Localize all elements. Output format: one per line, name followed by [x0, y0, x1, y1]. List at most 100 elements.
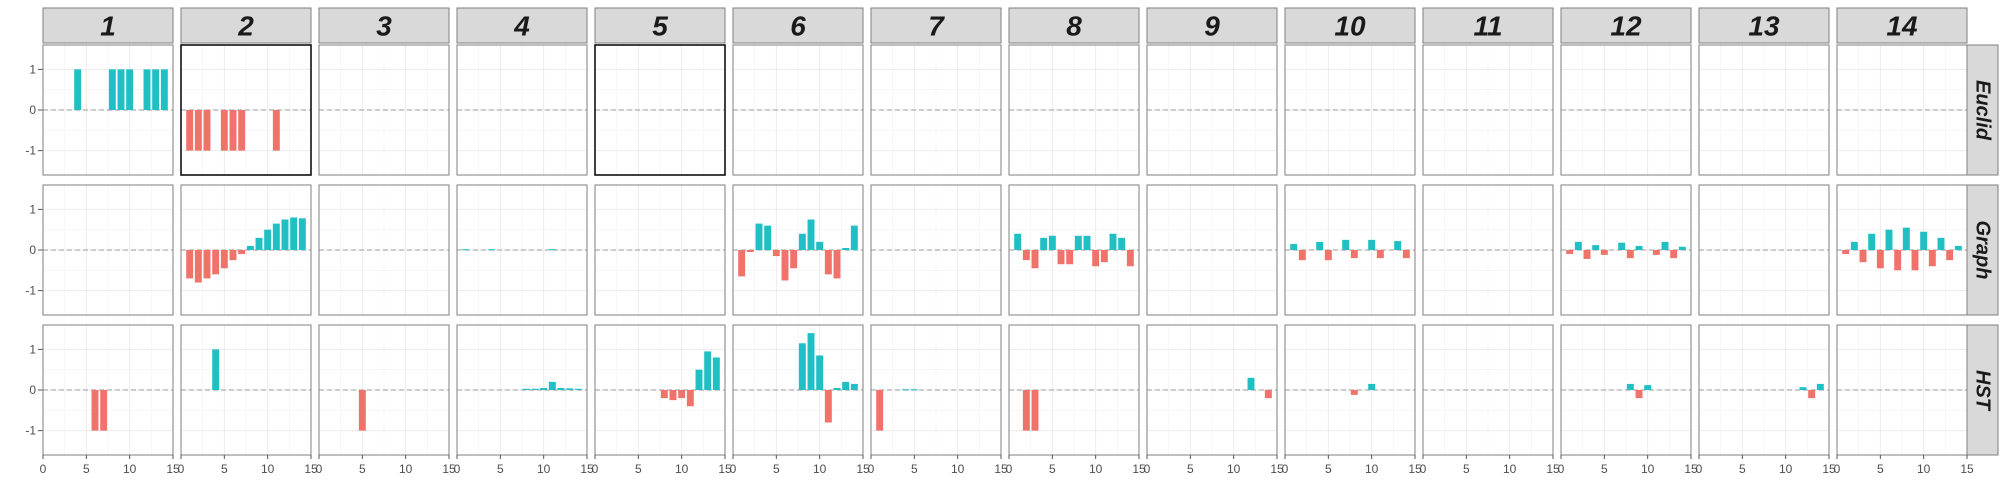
data-bar — [203, 250, 211, 279]
data-bar — [1316, 241, 1324, 250]
data-bar — [488, 249, 496, 251]
data-bar — [160, 69, 168, 110]
data-bar — [816, 355, 824, 390]
data-bar — [1126, 250, 1134, 267]
panel-border — [1008, 184, 1140, 316]
x-tick-label: 5 — [83, 462, 90, 476]
panel-border — [870, 44, 1002, 176]
panel-border — [318, 324, 450, 456]
data-bar — [1937, 237, 1945, 250]
data-bar — [1402, 250, 1410, 259]
data-bar — [833, 387, 841, 390]
data-bar — [264, 229, 272, 250]
column-strip-label: 1 — [100, 11, 116, 42]
data-bar — [746, 250, 754, 253]
data-bar — [238, 110, 246, 151]
data-bar — [842, 381, 850, 390]
panel-border — [1284, 44, 1416, 176]
data-bar — [738, 250, 746, 277]
data-bar — [781, 250, 789, 281]
data-bar — [772, 250, 780, 257]
data-bar — [1574, 241, 1582, 250]
column-strip-label: 9 — [1204, 11, 1220, 42]
row-strip-label: HST — [1972, 370, 1994, 412]
panel-border — [1836, 44, 1968, 176]
column-strip-label: 12 — [1610, 11, 1642, 42]
data-bar — [255, 237, 263, 250]
data-bar — [186, 250, 194, 279]
panel-border — [594, 184, 726, 316]
data-bar — [798, 343, 806, 390]
data-bar — [798, 233, 806, 250]
column-strip — [870, 7, 1002, 44]
y-tick-label: -1 — [25, 284, 36, 298]
x-tick-label: 5 — [1325, 462, 1332, 476]
row-strip — [1965, 44, 1999, 176]
data-bar — [194, 250, 202, 283]
data-bar — [522, 388, 530, 390]
x-tick-label: 0 — [40, 462, 47, 476]
x-tick-label: 10 — [123, 462, 137, 476]
panel-border — [732, 184, 864, 316]
x-tick-label: 10 — [1917, 462, 1931, 476]
data-bar — [1074, 235, 1082, 250]
column-strip-label: 4 — [513, 11, 530, 42]
column-strip-label: 2 — [237, 11, 254, 42]
data-bar — [462, 249, 470, 251]
data-bar — [1394, 241, 1402, 250]
column-strip — [594, 7, 726, 44]
panel-border — [1698, 44, 1830, 176]
x-tick-label: 0 — [1420, 462, 1427, 476]
column-strip-label: 14 — [1886, 11, 1918, 42]
x-tick-label: 10 — [951, 462, 965, 476]
data-bar — [1652, 250, 1660, 255]
panel-border — [1836, 324, 1968, 456]
column-strip-label: 5 — [652, 11, 668, 42]
x-tick-label: 5 — [1739, 462, 1746, 476]
data-bar — [1092, 250, 1100, 267]
x-tick-label: 0 — [868, 462, 875, 476]
column-strip — [1836, 7, 1968, 44]
column-strip — [1560, 7, 1692, 44]
panel-border — [180, 184, 312, 316]
x-tick-label: 15 — [1822, 462, 1836, 476]
data-bar — [1368, 383, 1376, 390]
data-bar — [1799, 387, 1807, 390]
data-bar — [531, 388, 539, 390]
data-bar — [755, 223, 763, 250]
data-bar — [220, 250, 228, 269]
data-bar — [850, 225, 858, 250]
panel-border — [456, 184, 588, 316]
x-tick-label: 5 — [359, 462, 366, 476]
panel-border — [732, 44, 864, 176]
x-tick-label: 10 — [675, 462, 689, 476]
panel-border — [1560, 184, 1692, 316]
data-bar — [1635, 390, 1643, 399]
data-bar — [1600, 250, 1608, 255]
data-bar — [290, 217, 298, 250]
panel-border — [318, 184, 450, 316]
data-bar — [1635, 245, 1643, 250]
data-bar — [1920, 231, 1928, 250]
data-bar — [1928, 250, 1936, 267]
data-bar — [1083, 235, 1091, 250]
data-bar — [833, 250, 841, 279]
panel-border — [1146, 184, 1278, 316]
data-bar — [238, 250, 246, 255]
data-bar — [1808, 390, 1816, 399]
panel-border — [1008, 324, 1140, 456]
x-tick-label: 0 — [592, 462, 599, 476]
y-tick-label: -1 — [25, 144, 36, 158]
x-tick-label: 0 — [1558, 462, 1565, 476]
x-tick-label: 0 — [178, 462, 185, 476]
data-bar — [91, 390, 99, 431]
y-tick-label: 0 — [29, 243, 36, 257]
x-tick-label: 10 — [1779, 462, 1793, 476]
panel-border — [870, 324, 1002, 456]
data-bar — [1816, 383, 1824, 390]
data-bar — [1264, 390, 1272, 399]
data-bar — [1109, 233, 1117, 250]
data-bar — [1350, 390, 1358, 395]
data-bar — [212, 349, 220, 390]
data-bar — [117, 69, 125, 110]
